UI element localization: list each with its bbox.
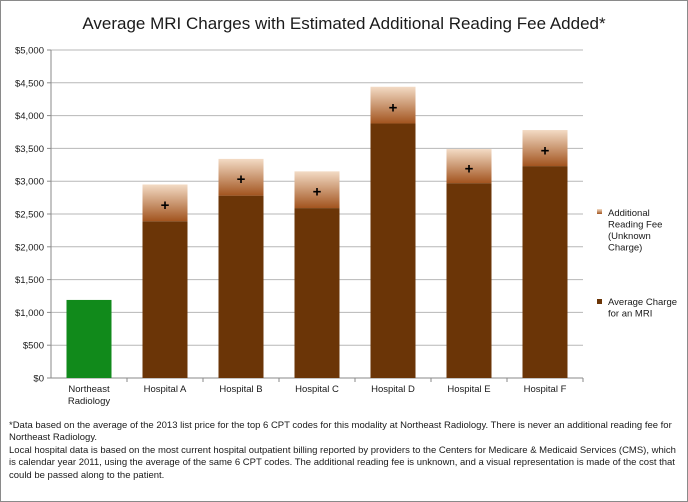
x-category-label: Hospital D (371, 384, 415, 395)
y-tick-label: $2,000 (15, 242, 44, 253)
bar-reading-fee (142, 184, 188, 222)
y-tick-label: $3,000 (15, 177, 44, 188)
bar-reading-fee (370, 86, 416, 124)
marker-plus: + (541, 142, 550, 159)
x-category-label: Hospital F (524, 384, 567, 395)
legend-label-reading-fee: Charge) (608, 243, 642, 254)
y-tick-label: $3,500 (15, 144, 44, 155)
bar-average-charge (142, 221, 188, 378)
footnotes: *Data based on the average of the 2013 l… (9, 420, 681, 482)
legend-label-reading-fee: (Unknown (608, 231, 651, 242)
bar-reading-fee (446, 149, 492, 184)
bar-average-charge (218, 195, 264, 378)
y-tick-label: $4,500 (15, 78, 44, 89)
legend-swatch-reading-fee (597, 209, 602, 214)
x-category-label: Northeast (68, 384, 110, 395)
legend-label-reading-fee: Reading Fee (608, 220, 662, 231)
x-category-label: Radiology (68, 396, 110, 407)
y-tick-label: $2,500 (15, 210, 44, 221)
marker-plus: + (313, 184, 322, 201)
bar-average-charge (66, 299, 112, 378)
y-tick-label: $0 (33, 374, 44, 385)
marker-plus: + (161, 197, 170, 214)
x-category-label: Hospital B (219, 384, 262, 395)
legend-label-average-charge: Average Charge (608, 297, 677, 308)
marker-plus: + (389, 100, 398, 117)
bar-reading-fee (522, 130, 568, 167)
x-category-label: Hospital E (447, 384, 490, 395)
markers: + + + + + + (161, 100, 550, 214)
y-tick-label: $5,000 (15, 46, 44, 57)
x-category-label: Hospital A (144, 384, 187, 395)
legend-swatch-average-charge (597, 299, 602, 304)
y-tick-label: $1,000 (15, 308, 44, 319)
y-tick-label: $4,000 (15, 111, 44, 122)
x-category-label: Hospital C (295, 384, 339, 395)
y-tick-label: $1,500 (15, 275, 44, 286)
chart-title-text: Average MRI Charges with Estimated Addit… (82, 14, 599, 33)
chart-title: Average MRI Charges with Estimated Addit… (82, 14, 606, 33)
chart-title-mark: * (599, 14, 606, 33)
bar-reading-fee (294, 171, 340, 209)
footnote-2: Local hospital data is based on the most… (9, 444, 676, 481)
bar-average-charge (446, 183, 492, 378)
axis-labels: $0 $500 $1,000 $1,500 $2,000 $2,500 $3,000 $3,5… (15, 46, 567, 408)
bar-average-charge (294, 208, 340, 378)
bars (66, 86, 568, 378)
footnote-1: *Data based on the average of the 2013 l… (9, 420, 672, 444)
bar-reading-fee (218, 158, 264, 196)
bar-average-charge (370, 123, 416, 378)
marker-plus: + (465, 161, 474, 178)
bar-average-charge (522, 166, 568, 378)
marker-plus: + (237, 171, 246, 188)
legend-label-average-charge: for an MRI (608, 309, 652, 320)
y-tick-label: $500 (23, 341, 44, 352)
mri-charges-chart: Average MRI Charges with Estimated Addit… (15, 14, 677, 408)
legend-label-reading-fee: Additional (608, 208, 650, 219)
